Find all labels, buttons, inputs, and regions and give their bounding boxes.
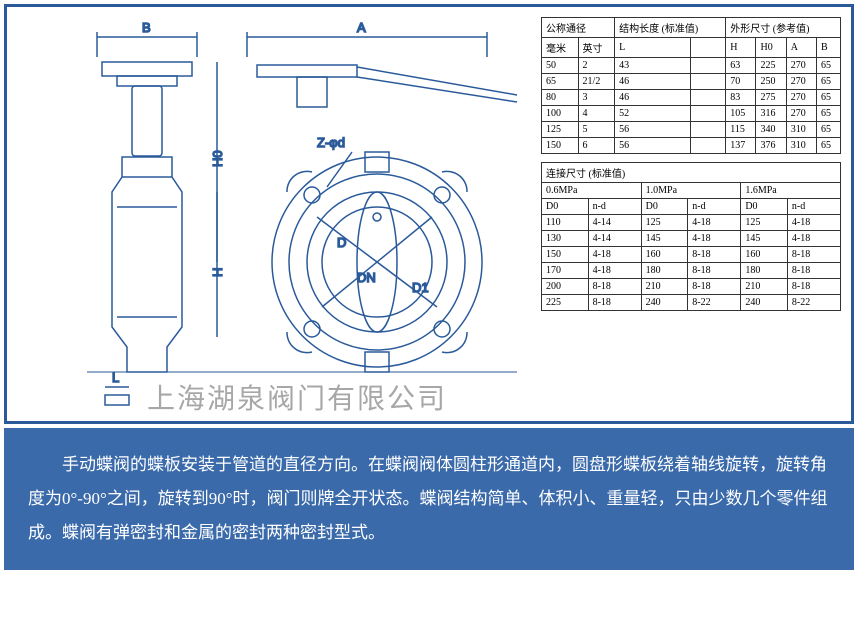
dim-zphi: Z-φd xyxy=(317,135,345,150)
technical-drawing-frame: B A H0 H xyxy=(4,4,854,424)
dimensions-table-2: 连接尺寸 (标准值) 0.6MPa 1.0MPa 1.6MPa D0 n-d D… xyxy=(541,162,841,311)
table-row: 10045210531627065 xyxy=(542,106,841,122)
company-watermark: 上海湖泉阀门有限公司 xyxy=(147,377,447,417)
t1-s-b: B xyxy=(816,38,840,58)
dim-b: B xyxy=(142,20,151,35)
t2-p2: 1.6MPa xyxy=(741,183,841,199)
t2-s5: n-d xyxy=(787,199,840,215)
table-row: 1304-141454-181454-18 xyxy=(542,231,841,247)
t2-s4: D0 xyxy=(741,199,788,215)
t2-p1: 1.0MPa xyxy=(641,183,741,199)
table-row: 1504-181608-181608-18 xyxy=(542,247,841,263)
t1-s-h0: H0 xyxy=(756,38,786,58)
t1-h-nominal: 公称通径 xyxy=(542,18,615,38)
valve-diagram: B A H0 H xyxy=(17,17,537,407)
table-row: 2258-182408-222408-22 xyxy=(542,295,841,311)
dimensions-table-1: 公称通径 结构长度 (标准值) 外形尺寸 (参考值) 毫米 英寸 L H H0 … xyxy=(541,17,841,154)
table-row: 502436322527065 xyxy=(542,58,841,74)
description-text: 手动蝶阀的蝶板安装于管道的直径方向。在蝶阀阀体圆柱形通道内，圆盘形蝶板绕着轴线旋… xyxy=(28,448,830,550)
description-panel: 手动蝶阀的蝶板安装于管道的直径方向。在蝶阀阀体圆柱形通道内，圆盘形蝶板绕着轴线旋… xyxy=(4,428,854,570)
t1-s-mm: 毫米 xyxy=(542,38,579,58)
table-row: 2008-182108-182108-18 xyxy=(542,279,841,295)
t1-h-length: 结构长度 (标准值) xyxy=(615,18,726,38)
table-row: 1104-141254-181254-18 xyxy=(542,215,841,231)
table-row: 12555611534031065 xyxy=(542,122,841,138)
dim-d1: D1 xyxy=(412,280,429,295)
dim-dn: DN xyxy=(357,270,376,285)
t1-s-l: L xyxy=(615,38,690,58)
table-row: 15065613737631065 xyxy=(542,138,841,154)
t1-s-inch: 英寸 xyxy=(578,38,615,58)
t2-s2: D0 xyxy=(641,199,688,215)
t1-h-outline: 外形尺寸 (参考值) xyxy=(726,18,841,38)
spec-tables: 公称通径 结构长度 (标准值) 外形尺寸 (参考值) 毫米 英寸 L H H0 … xyxy=(541,17,841,319)
table-row: 803468327527065 xyxy=(542,90,841,106)
table-row: 6521/2467025027065 xyxy=(542,74,841,90)
t2-s0: D0 xyxy=(542,199,589,215)
t2-s3: n-d xyxy=(688,199,741,215)
t1-s-h: H xyxy=(726,38,756,58)
t2-p0: 0.6MPa xyxy=(542,183,642,199)
table-row: 1704-181808-181808-18 xyxy=(542,263,841,279)
t1-s-a: A xyxy=(786,38,816,58)
dim-h: H xyxy=(210,268,225,277)
t2-s1: n-d xyxy=(588,199,641,215)
dim-h0: H0 xyxy=(210,150,225,167)
dim-a: A xyxy=(357,20,366,35)
t2-header: 连接尺寸 (标准值) xyxy=(542,163,841,183)
